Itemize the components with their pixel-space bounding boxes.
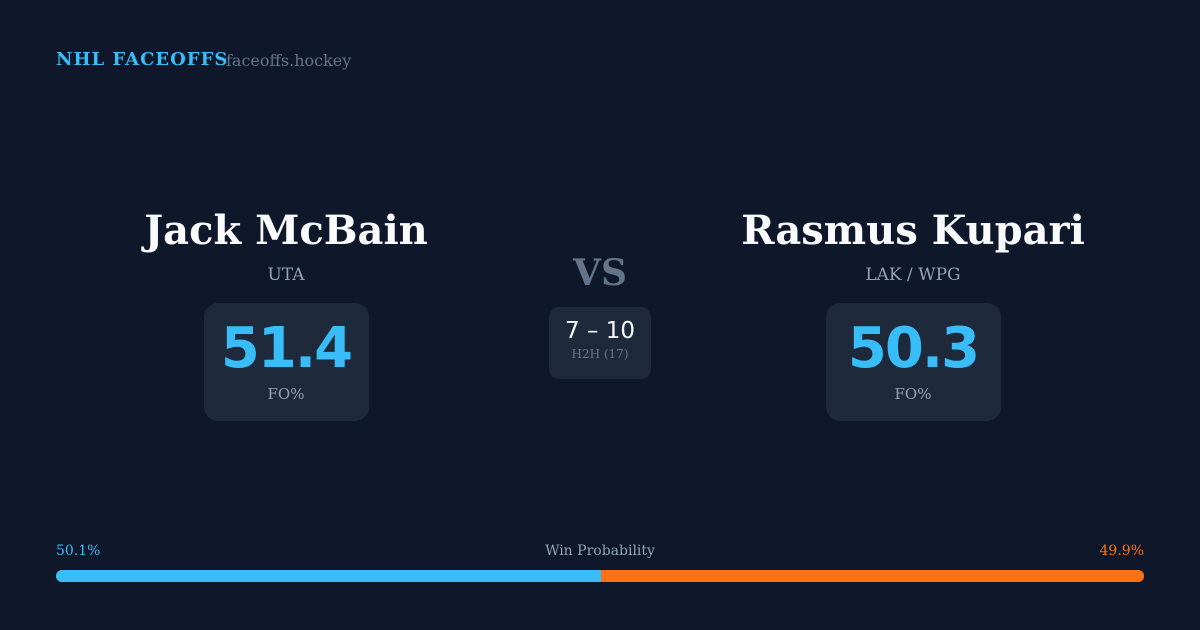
player2-fo-card: 50.3 FO% [825, 303, 1001, 421]
player2-fo-label: FO% [894, 385, 932, 403]
win-prob-bar-right [601, 570, 1144, 582]
h2h-score: 7 – 10 [564, 318, 636, 344]
player1-fo-label: FO% [267, 385, 305, 403]
brand-title: NHL FACEOFFS [56, 49, 229, 70]
player2-fo-value: 50.3 [847, 316, 980, 381]
player2-name: Rasmus Kupari [741, 207, 1085, 254]
player2-team: LAK / WPG [865, 265, 961, 285]
win-prob-title: Win Probability [545, 543, 655, 559]
h2h-card: 7 – 10 H2H (17) [549, 307, 651, 379]
site-domain: faceoffs.hockey [226, 51, 352, 70]
h2h-label: H2H (17) [571, 347, 629, 361]
win-prob-bar [56, 570, 1144, 582]
player1-name: Jack McBain [144, 207, 428, 254]
player1-panel: Jack McBain UTA 51.4 FO% [76, 205, 496, 421]
vs-label: VS [573, 252, 627, 294]
player1-team: UTA [267, 265, 305, 285]
win-prob-left: 50.1% [56, 543, 101, 559]
player1-fo-value: 51.4 [220, 316, 353, 381]
win-prob-right: 49.9% [1099, 543, 1144, 559]
player2-panel: Rasmus Kupari LAK / WPG 50.3 FO% [703, 205, 1123, 421]
win-prob-bar-left [56, 570, 602, 582]
player1-fo-card: 51.4 FO% [203, 303, 369, 421]
